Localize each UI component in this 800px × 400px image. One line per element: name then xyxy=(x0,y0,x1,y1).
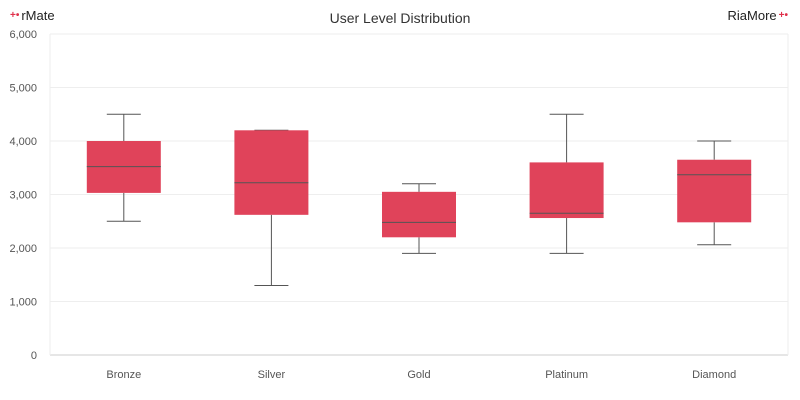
y-tick-label: 3,000 xyxy=(9,190,37,202)
y-tick-label: 4,000 xyxy=(9,136,37,148)
x-category-label: Diamond xyxy=(692,369,736,381)
box-silver xyxy=(234,130,309,215)
rmate-logo: +• rMate xyxy=(10,8,55,23)
y-tick-label: 2,000 xyxy=(9,243,37,255)
y-tick-label: 1,000 xyxy=(9,297,37,309)
x-category-label: Gold xyxy=(407,369,430,381)
y-tick-label: 6,000 xyxy=(9,29,37,41)
chart-title: User Level Distribution xyxy=(329,10,471,26)
box-platinum xyxy=(529,162,604,219)
riamore-logo: RiaMore +• xyxy=(728,8,788,23)
x-category-label: Silver xyxy=(258,369,286,381)
rmate-logo-mark: +• xyxy=(10,9,20,21)
y-tick-label: 5,000 xyxy=(9,83,37,95)
riamore-logo-mark: +• xyxy=(778,9,788,21)
riamore-logo-text: RiaMore xyxy=(727,8,777,23)
x-category-label: Bronze xyxy=(106,369,141,381)
y-tick-label: 0 xyxy=(31,350,37,362)
box-diamond xyxy=(677,159,752,223)
rmate-logo-text: rMate xyxy=(21,8,55,23)
box-gold xyxy=(382,191,456,238)
x-category-label: Platinum xyxy=(545,369,588,381)
